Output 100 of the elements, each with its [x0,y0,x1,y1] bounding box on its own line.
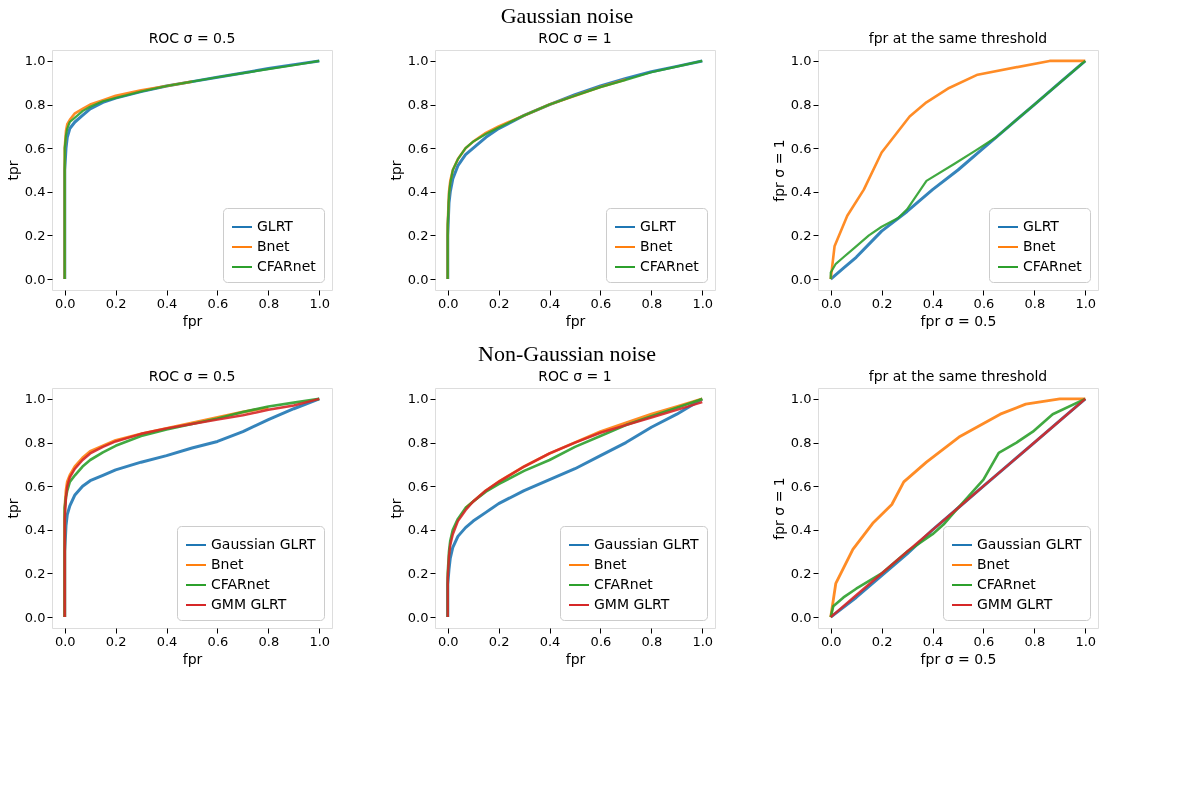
legend-label: GMM GLRT [977,596,1053,612]
y-tick-label: 0.8 [790,97,812,113]
chart-title: ROC σ = 1 [538,30,612,46]
y-tick-label: 1.0 [790,391,812,407]
y-tick-label: 1.0 [790,53,812,69]
y-axis-title: tpr [4,498,21,519]
text: Non-Gaussian noise [478,341,656,366]
legend-label: Gaussian GLRT [594,536,700,552]
y-tick-label: 0.8 [407,435,429,451]
x-axis-title: fpr σ = 0.5 [920,312,997,329]
y-tick-label: 0.0 [790,609,812,625]
x-tick-label: 0.2 [105,633,127,649]
y-tick-label: 0.2 [24,227,46,243]
y-tick-label: 0.6 [790,140,812,156]
x-tick-label: 0.8 [1024,633,1046,649]
x-tick-label: 0.8 [641,633,663,649]
y-tick-label: 0.0 [790,271,812,287]
y-tick-label: 0.4 [790,522,812,538]
y-tick-label: 0.8 [407,97,429,113]
x-tick-label: 0.4 [922,295,944,311]
y-tick-label: 0.4 [24,184,46,200]
x-tick-label: 0.4 [539,633,561,649]
y-tick-label: 0.4 [790,184,812,200]
legend-label: Bnet [594,556,628,572]
legend-label: Bnet [1023,238,1057,254]
text: Gaussian noise [500,3,634,28]
y-tick-label: 0.8 [790,435,812,451]
legend-label: CFARnet [1023,258,1083,274]
y-tick-label: 0.6 [407,140,429,156]
legend-label: CFARnet [640,258,700,274]
x-tick-label: 0.2 [488,295,510,311]
x-tick-label: 1.0 [1075,633,1097,649]
y-tick-label: 0.0 [24,271,46,287]
legend-label: GLRT [640,218,677,234]
y-axis-title: fpr σ = 1 [770,477,787,540]
x-tick-label: 0.8 [1024,295,1046,311]
y-tick-label: 1.0 [24,53,46,69]
x-tick-label: 0.0 [54,633,76,649]
y-tick-label: 0.6 [790,478,812,494]
y-tick-label: 0.6 [24,478,46,494]
legend-label: CFARnet [977,576,1037,592]
y-tick-label: 0.6 [24,140,46,156]
legend-label: Gaussian GLRT [211,536,317,552]
x-tick-label: 0.8 [258,633,280,649]
x-tick-label: 1.0 [309,295,331,311]
x-axis-title: fpr [182,312,203,329]
x-axis-title: fpr σ = 0.5 [920,650,997,667]
x-tick-label: 0.0 [820,633,842,649]
x-tick-label: 0.6 [973,295,995,311]
x-tick-label: 0.6 [207,295,229,311]
chart-title: fpr at the same threshold [868,30,1048,46]
x-tick-label: 0.6 [590,295,612,311]
x-tick-label: 0.6 [207,633,229,649]
chart-title: fpr at the same threshold [868,368,1048,384]
y-axis-title: tpr [387,160,404,181]
y-axis-title: tpr [4,160,21,181]
x-tick-label: 0.4 [156,633,178,649]
x-tick-label: 0.6 [590,633,612,649]
y-tick-label: 0.4 [407,522,429,538]
x-tick-label: 1.0 [309,633,331,649]
legend-label: CFARnet [594,576,654,592]
legend-label: Gaussian GLRT [977,536,1083,552]
x-tick-label: 0.8 [641,295,663,311]
x-axis-title: fpr [565,312,586,329]
chart-title: ROC σ = 0.5 [148,368,236,384]
legend-label: Bnet [211,556,245,572]
x-tick-label: 0.0 [437,295,459,311]
x-tick-label: 0.4 [156,295,178,311]
y-tick-label: 1.0 [24,391,46,407]
legend-label: CFARnet [211,576,271,592]
legend-label: GLRT [1023,218,1060,234]
x-tick-label: 1.0 [1075,295,1097,311]
y-axis-title: tpr [387,498,404,519]
y-tick-label: 0.0 [407,271,429,287]
y-tick-label: 0.2 [407,227,429,243]
y-tick-label: 0.2 [24,565,46,581]
y-tick-label: 0.2 [790,565,812,581]
legend-label: GMM GLRT [211,596,287,612]
y-tick-label: 1.0 [407,53,429,69]
y-axis-title: fpr σ = 1 [770,139,787,202]
y-tick-label: 0.4 [24,522,46,538]
x-tick-label: 0.2 [105,295,127,311]
x-tick-label: 0.6 [973,633,995,649]
y-tick-label: 0.6 [407,478,429,494]
x-axis-title: fpr [565,650,586,667]
y-tick-label: 0.0 [407,609,429,625]
y-tick-label: 0.2 [407,565,429,581]
x-tick-label: 1.0 [692,295,714,311]
legend-label: Bnet [257,238,291,254]
x-tick-label: 0.0 [54,295,76,311]
x-tick-label: 0.2 [871,295,893,311]
y-tick-label: 0.2 [790,227,812,243]
legend-label: GMM GLRT [594,596,670,612]
x-tick-label: 0.2 [871,633,893,649]
y-tick-label: 0.0 [24,609,46,625]
legend-label: GLRT [257,218,294,234]
x-tick-label: 1.0 [692,633,714,649]
legend-label: Bnet [640,238,674,254]
x-tick-label: 0.4 [922,633,944,649]
x-tick-label: 0.2 [488,633,510,649]
